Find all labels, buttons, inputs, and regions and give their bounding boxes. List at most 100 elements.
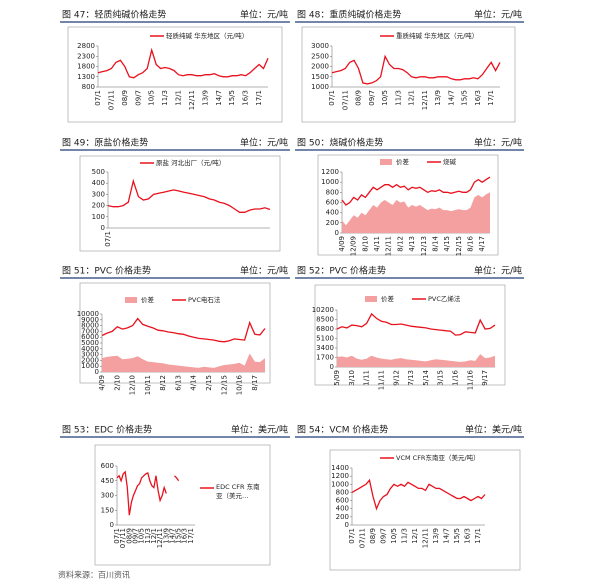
y-tick-label: 200 [336,513,349,521]
y-tick-label: 800 [82,83,95,91]
y-tick-label: 10200 [312,306,334,314]
x-tick-label: 12/11 [188,90,196,110]
legend-label: PVC乙烯法 [428,294,461,303]
x-tick-label: 16/3 [242,90,250,106]
y-tick-label: 5000 [81,339,99,347]
x-tick-label: 2/15 [205,375,213,391]
x-tick-label: 16/3 [181,528,189,544]
y-tick-label: 300 [92,190,105,198]
x-tick-label: 4/09 [338,236,346,252]
y-tick-label: 1200 [331,472,349,480]
x-tick-label: 11/3 [161,90,169,106]
y-tick-label: 10000 [77,310,99,318]
x-tick-label: 10/5 [148,90,156,106]
y-tick-label: 1500 [311,73,329,81]
y-tick-label: 5100 [316,335,334,343]
legend-label: PVC电石法 [188,295,221,304]
chart-frame [329,449,521,571]
x-tick-label: 4/17 [478,236,486,252]
x-tick-label: 12/1 [175,90,183,106]
chart-frame [79,155,281,252]
legend-label: VCM CFR东南亚（美元/吨） [396,453,480,462]
x-tick-label: 10/11 [144,375,152,395]
legend-label: 重质纯碱 华东地区（元/吨） [396,31,478,40]
x-tick-label: 12/10 [129,375,137,395]
legend-label: EDC CFR 东南亚（美元… [216,483,260,500]
y-tick-label: 450 [101,477,114,485]
line-series [101,317,266,343]
x-tick-label: 15/5 [453,528,461,544]
x-tick-label: 09/7 [380,528,388,544]
figure-caption: 图 53：EDC 价格走势 [62,424,152,436]
x-tick-label: 14/7 [168,528,176,544]
x-tick-label: 14/7 [443,528,451,544]
x-tick-label: 12/1 [408,90,416,106]
y-tick-label: 1700 [316,354,334,362]
y-tick-label: 3400 [316,344,334,352]
area-series [102,353,265,372]
x-tick-label: 11/3 [401,528,409,544]
line-series [107,178,271,213]
x-tick-label: 07/1 [328,90,336,106]
legend-label: 价差 [141,295,155,304]
y-tick-label: 2000 [81,356,99,364]
y-tick-label: 2000 [311,63,329,71]
y-tick-label: 400 [326,209,339,217]
y-tick-label: 600 [101,462,114,470]
figure-unit: 单位：元/吨 [240,137,288,149]
y-tick-label: 1000 [321,178,339,186]
x-tick-label: 13/9 [201,90,209,106]
x-tick-label: 09/7 [134,90,142,106]
x-tick-label: 10/5 [138,528,146,544]
figure-caption: 图 52：PVC 价格走势 [297,265,386,277]
x-tick-label: 11/3 [144,528,152,544]
x-tick-label: 12/13 [420,236,428,256]
chart-frame [314,284,506,386]
x-tick-label: 12/15 [220,375,228,395]
figure-caption: 图 47：轻质纯碱价格走势 [62,9,166,21]
legend-label: 烧碱 [443,157,457,166]
y-tick-label: 7000 [81,327,99,335]
y-tick-label: 0 [330,363,334,371]
legend-label: 原盐 河北出厂（元/吨） [156,158,225,167]
source-note: 资料来源：百川资讯 [58,570,130,580]
x-tick-label: 8/16 [467,235,475,251]
y-tick-label: 2500 [311,52,329,60]
x-tick-label: 12/09 [350,236,358,256]
chart-frame [317,154,499,256]
legend-label: 轻质纯碱 华东地区（元/吨） [166,31,248,40]
x-tick-label: 17/1 [187,528,195,544]
x-tick-label: 12/1 [150,528,158,544]
y-tick-label: 0 [335,229,339,237]
x-tick-label: 4/11 [373,236,381,252]
figure-unit: 单位：元/吨 [240,9,288,21]
x-tick-label: 07/11 [341,90,349,110]
x-tick-label: 16/3 [464,528,472,544]
x-tick-label: 9/12 [392,370,400,386]
x-tick-label: 3/15 [437,370,445,386]
line-series [116,470,180,516]
chart-frame [67,26,283,123]
legend-swatch [125,297,137,303]
x-tick-label: 07/1 [94,90,102,106]
y-tick-label: 0 [110,521,114,529]
x-tick-label: 12/11 [156,528,164,548]
figure-unit: 单位：元/吨 [474,265,522,277]
x-tick-label: 10/5 [390,528,398,544]
x-tick-label: 08/9 [121,90,129,106]
y-tick-label: 4000 [81,345,99,353]
y-tick-label: 3000 [311,42,329,50]
x-tick-label: 1/16 [452,369,460,385]
x-tick-label: 08/9 [125,528,133,544]
x-tick-label: 11/3 [394,90,402,106]
x-tick-label: 10/5 [381,90,389,106]
x-tick-label: 09/7 [368,90,376,106]
x-tick-label: 12/15 [455,236,463,256]
y-tick-label: 6000 [81,333,99,341]
x-tick-label: 07/1 [104,231,112,247]
x-tick-label: 4/15 [443,236,451,252]
figure-caption: 图 54：VCM 价格走势 [297,424,388,436]
x-tick-label: 11/16 [466,369,474,390]
legend-swatch [365,296,377,302]
